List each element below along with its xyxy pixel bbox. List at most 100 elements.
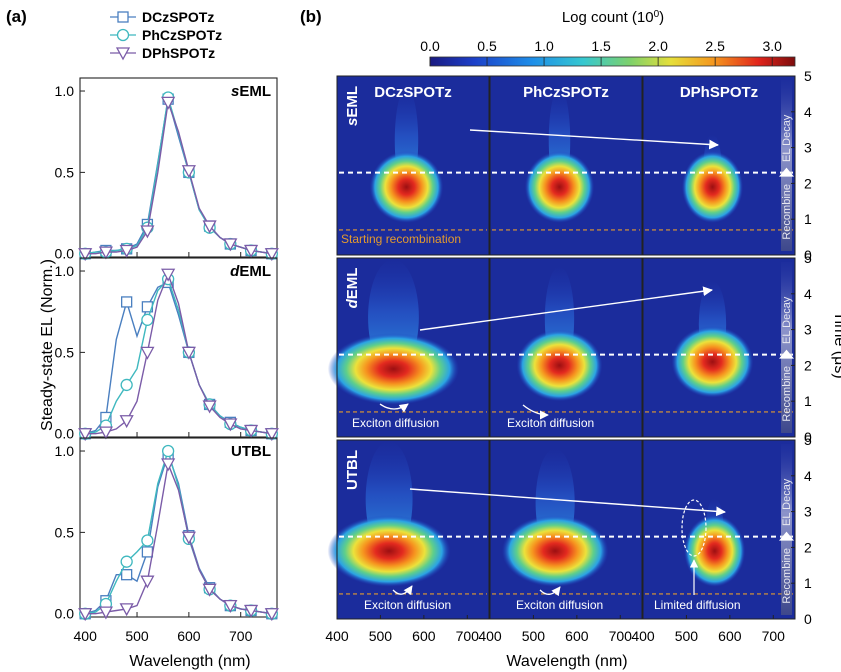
wavelength-tick-label: 700	[456, 628, 480, 644]
series-line	[84, 452, 272, 615]
time-tick-label: 5	[804, 250, 812, 266]
column-title: PhCzSPOTz	[523, 84, 609, 101]
colorbar-title: Log count (100)	[562, 9, 664, 27]
heatmap-peak	[681, 151, 744, 223]
time-tick-label: 3	[804, 140, 812, 156]
heatmap-cell-sEML-PhCzSPOTz	[489, 75, 643, 256]
el-decay-label: EL Decay	[781, 296, 793, 344]
column-title: DCzSPOTz	[374, 84, 452, 101]
heatmap-frame	[489, 257, 643, 438]
colorbar-tick-label: 2.5	[705, 38, 725, 54]
series-line	[85, 448, 272, 615]
data-point	[141, 534, 154, 547]
data-point	[181, 165, 196, 179]
recombine-label: Recombine	[781, 548, 793, 604]
trend-arrow	[419, 286, 713, 331]
data-point	[264, 608, 279, 622]
y-tick-label: 1.0	[55, 263, 75, 279]
colorbar-tick-label: 1.5	[591, 38, 611, 54]
data-point	[78, 428, 93, 442]
data-point	[78, 608, 93, 622]
colorbar: Log count (100) 0.0 0.5 1.0 1.5 2.0 2.5 3.0	[420, 9, 796, 67]
heatmap-row-title: dEML	[344, 268, 361, 309]
heatmap-frame	[642, 439, 796, 620]
data-point	[120, 378, 133, 392]
process-arrow-icon	[779, 531, 794, 541]
heatmap-frame	[489, 75, 643, 256]
process-arrow-icon	[779, 349, 794, 359]
panel-b-heatmaps: DCzSPOTz PhCzSPOTz DPhSPOTz sEML dEML UTBL Rec…	[325, 68, 812, 644]
panel-a-subplot-UTBL: 0.0 0.5 1.0 UTBL	[55, 437, 279, 622]
data-point	[161, 96, 176, 110]
row-label: dEML	[230, 263, 271, 280]
legend-label: PhCzSPOTz	[142, 27, 222, 43]
data-point	[223, 238, 238, 252]
data-point	[243, 424, 259, 438]
subplot-frame	[79, 257, 278, 438]
heatmap-cell-UTBL-DPhSPOTz	[642, 439, 796, 620]
heatmap-cell-sEML-DCzSPOTz	[336, 75, 490, 256]
time-tick-label: 1	[804, 575, 812, 591]
exciton-diffusion-label: Exciton diffusion	[364, 598, 451, 612]
data-point	[119, 603, 134, 617]
panel-b-label: (b)	[300, 7, 322, 26]
heatmap-frame	[336, 257, 490, 438]
data-point	[264, 428, 279, 442]
legend-marker	[115, 47, 131, 61]
data-point	[141, 546, 154, 558]
data-point	[141, 313, 154, 326]
starting-recombination-label: Starting recombination	[341, 232, 461, 246]
legend-label: DCzSPOTz	[142, 9, 214, 25]
diffusion-arrow-icon	[379, 403, 409, 413]
data-point	[78, 248, 93, 262]
x-tick-label: 700	[229, 628, 253, 644]
colorbar-tick-label: 2.0	[648, 38, 668, 54]
heatmap-frame	[642, 75, 796, 256]
time-tick-label: 0	[804, 429, 812, 445]
y-tick-label: 0.5	[55, 524, 75, 540]
heatmap-peak	[524, 151, 595, 223]
data-point	[243, 604, 259, 618]
column-title: DPhSPOTz	[680, 84, 758, 101]
heatmap-frame	[489, 439, 643, 620]
heatmap-cell-dEML-PhCzSPOTz	[489, 257, 643, 438]
data-point	[264, 248, 279, 262]
wavelength-tick-label: 400	[631, 628, 655, 644]
time-tick-label: 4	[804, 104, 812, 120]
heatmap-frame	[642, 257, 796, 438]
wavelength-tick-label: 400	[325, 628, 349, 644]
series-line	[85, 99, 272, 255]
process-sidebar	[781, 262, 792, 433]
series-line	[85, 97, 272, 255]
exciton-diffusion-label: Exciton diffusion	[352, 416, 439, 430]
time-tick-label: 4	[804, 286, 812, 302]
heatmap-cell-sEML-DPhSPOTz	[642, 75, 796, 256]
colorbar-tick-label: 1.0	[534, 38, 554, 54]
time-tick-label: 2	[804, 539, 812, 555]
wavelength-tick-label: 400	[478, 628, 502, 644]
heatmap-cell-dEML-DCzSPOTz	[327, 257, 490, 438]
legend-panel-a: DCzSPOTz PhCzSPOTz DPhSPOTz	[110, 9, 222, 61]
panel-a-subplot-sEML: 0.0 0.5 1.0 sEML	[55, 77, 279, 262]
time-tick-label: 1	[804, 211, 812, 227]
x-tick-label: 400	[74, 628, 98, 644]
heatmap-peak	[501, 515, 609, 587]
data-point	[119, 244, 134, 258]
heatmap-peak	[369, 151, 444, 223]
wavelength-tick-label: 700	[609, 628, 633, 644]
y-tick-label: 0.0	[55, 606, 75, 622]
exciton-diffusion-label: Exciton diffusion	[507, 416, 594, 430]
heatmap-frame	[336, 439, 490, 620]
recombine-label: Recombine	[781, 366, 793, 422]
colorbar-tick-label: 0.0	[420, 38, 440, 54]
heatmap-peak	[327, 515, 451, 587]
data-point	[140, 575, 155, 589]
heatmap-cell-UTBL-DCzSPOTz	[327, 439, 490, 620]
colorbar-tick-label: 0.5	[477, 38, 497, 54]
process-sidebar	[781, 444, 792, 615]
data-point	[140, 346, 155, 360]
process-sidebar	[781, 80, 792, 251]
wavelength-tick-label: 500	[522, 628, 546, 644]
data-point	[98, 426, 114, 440]
